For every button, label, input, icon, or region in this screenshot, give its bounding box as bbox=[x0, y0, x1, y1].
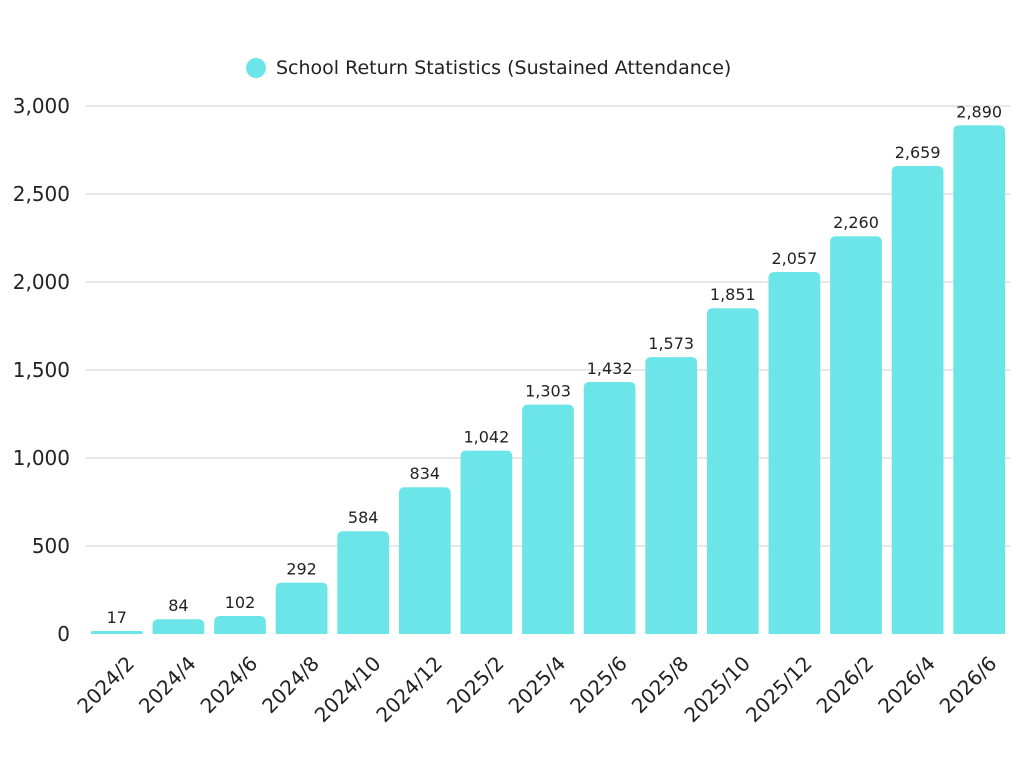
y-axis-tick-labels: 0 500 1,000 1,500 2,000 2,500 3,000 bbox=[13, 94, 70, 646]
y-tick-label: 1,000 bbox=[13, 446, 70, 470]
data-label: 1,432 bbox=[587, 359, 633, 378]
bar bbox=[275, 582, 328, 634]
data-label: 1,851 bbox=[710, 285, 756, 304]
data-labels: 17 84 102 292 584 834 1,042 1,303 1,432 1,573 1,85… bbox=[107, 102, 1002, 627]
legend: School Return Statistics (Sustained Atte… bbox=[246, 57, 731, 79]
x-tick-label: 2026/6 bbox=[935, 651, 1002, 718]
x-tick-label: 2025/2 bbox=[442, 651, 509, 718]
bar bbox=[891, 166, 944, 635]
data-label: 1,042 bbox=[463, 428, 509, 447]
bar bbox=[706, 308, 759, 634]
bar bbox=[460, 450, 513, 634]
legend-label: School Return Statistics (Sustained Atte… bbox=[276, 57, 731, 79]
bar bbox=[337, 531, 390, 634]
bar bbox=[645, 357, 698, 634]
bar bbox=[522, 404, 574, 634]
bar bbox=[953, 125, 1006, 635]
bar bbox=[214, 616, 266, 634]
bar bbox=[830, 236, 882, 635]
x-tick-label: 2025/4 bbox=[504, 651, 571, 718]
x-tick-label: 2024/2 bbox=[72, 651, 139, 718]
x-tick-label: 2024/12 bbox=[371, 651, 447, 727]
data-label: 584 bbox=[348, 508, 379, 527]
bar bbox=[152, 619, 205, 634]
y-tick-label: 500 bbox=[32, 534, 70, 558]
x-tick-label: 2025/6 bbox=[565, 651, 632, 718]
x-tick-label: 2025/12 bbox=[741, 651, 817, 727]
legend-swatch bbox=[246, 58, 266, 78]
data-label: 292 bbox=[286, 560, 317, 579]
bar bbox=[768, 271, 821, 634]
x-tick-label: 2026/2 bbox=[812, 651, 879, 718]
data-label: 102 bbox=[225, 593, 256, 612]
data-label: 84 bbox=[168, 596, 188, 615]
data-label: 2,260 bbox=[833, 213, 879, 232]
x-tick-label: 2026/4 bbox=[873, 651, 940, 718]
x-tick-label: 2024/6 bbox=[196, 651, 263, 718]
data-label: 1,303 bbox=[525, 382, 571, 401]
data-label: 1,573 bbox=[648, 334, 694, 353]
x-tick-label: 2024/4 bbox=[134, 651, 201, 718]
bar bbox=[90, 631, 143, 634]
data-label: 834 bbox=[410, 464, 441, 483]
bar bbox=[398, 487, 451, 634]
data-label: 17 bbox=[107, 608, 127, 627]
x-tick-label: 2024/10 bbox=[310, 651, 386, 727]
y-tick-label: 2,000 bbox=[13, 270, 70, 294]
bar bbox=[583, 381, 636, 634]
bars bbox=[90, 125, 1006, 635]
data-label: 2,890 bbox=[956, 102, 1002, 121]
x-axis-tick-labels: 2024/22024/42024/62024/82024/102024/1220… bbox=[72, 651, 1001, 727]
y-tick-label: 3,000 bbox=[13, 94, 70, 118]
data-label: 2,659 bbox=[895, 143, 941, 162]
y-tick-label: 2,500 bbox=[13, 182, 70, 206]
y-tick-label: 1,500 bbox=[13, 358, 70, 382]
data-label: 2,057 bbox=[771, 249, 817, 268]
y-tick-label: 0 bbox=[57, 622, 70, 646]
x-tick-label: 2025/10 bbox=[679, 651, 755, 727]
